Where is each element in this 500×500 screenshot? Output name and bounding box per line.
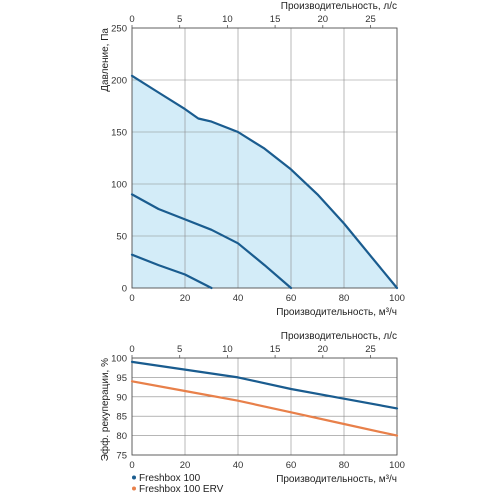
x-axis-title: Производительность, м³/ч [276, 474, 397, 485]
x-tick-label: 100 [389, 460, 405, 471]
y-axis-title: Давление, Па [100, 28, 111, 92]
x-tick-label: 60 [286, 460, 297, 471]
y-tick-label: 85 [116, 412, 127, 423]
x2-tick-label: 20 [317, 344, 328, 355]
y-axis-title: Эфф. рекуперации, % [99, 358, 111, 461]
y-tick-label: 0 [122, 284, 127, 295]
efficiency-line-1 [130, 360, 399, 410]
plot-frame [131, 27, 398, 289]
legend-marker [132, 486, 136, 491]
x2-tick-label: 5 [177, 14, 182, 25]
legend-label: Freshbox 100 [139, 473, 201, 484]
y-tick-label: 100 [111, 354, 127, 365]
operating-area-fill [132, 75, 397, 288]
x2-tick-label: 15 [270, 14, 281, 25]
efficiency-line-2 [130, 380, 399, 437]
x-tick-label: 20 [180, 460, 191, 471]
x-tick-label: 20 [180, 293, 191, 304]
y-tick-label: 75 [116, 451, 127, 462]
y-tick-label: 250 [111, 24, 127, 35]
y-tick-label: 200 [111, 76, 127, 87]
x2-tick-label: 20 [317, 14, 328, 25]
x2-tick-label: 0 [129, 14, 134, 25]
x-tick-label: 40 [233, 460, 244, 471]
x2-axis-title: Производительность, л/с [281, 331, 397, 342]
legend-label: Freshbox 100 ERV [139, 484, 224, 495]
x-tick-label: 0 [129, 293, 134, 304]
x2-tick-label: 10 [222, 344, 233, 355]
legend-marker [132, 475, 136, 480]
pressure-curve-1 [130, 74, 399, 290]
x-axis-title: Производительность, м³/ч [276, 307, 397, 318]
y-tick-label: 50 [116, 232, 127, 243]
x2-tick-label: 5 [177, 344, 182, 355]
y-tick-label: 100 [111, 180, 127, 191]
pressure-curve-3 [130, 253, 213, 290]
y-tick-label: 80 [116, 431, 127, 442]
x2-tick-label: 10 [222, 14, 233, 25]
x2-tick-label: 25 [365, 344, 376, 355]
x2-axis-title: Производительность, л/с [281, 1, 397, 12]
x-tick-label: 40 [233, 293, 244, 304]
y-tick-label: 90 [116, 392, 127, 403]
x-tick-label: 80 [339, 460, 350, 471]
x2-tick-label: 15 [270, 344, 281, 355]
x-tick-label: 0 [129, 460, 134, 471]
plot-frame [131, 357, 398, 456]
pressure-curve-2 [130, 193, 293, 290]
x-tick-label: 100 [389, 293, 405, 304]
x2-tick-label: 25 [365, 14, 376, 25]
y-tick-label: 95 [116, 373, 127, 384]
x-tick-label: 60 [286, 293, 297, 304]
x-tick-label: 80 [339, 293, 350, 304]
x2-tick-label: 0 [129, 344, 134, 355]
y-tick-label: 150 [111, 128, 127, 139]
